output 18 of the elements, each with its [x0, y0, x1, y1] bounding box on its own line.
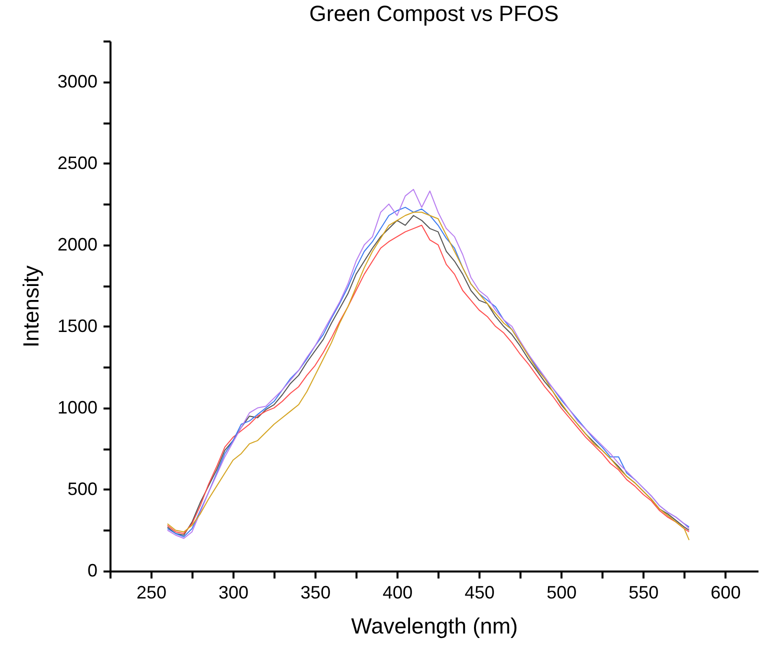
- y-axis-title: Intensity: [18, 266, 44, 348]
- y-tick-label: 0: [87, 560, 98, 580]
- x-tick-label: 300: [218, 582, 249, 602]
- y-tick-label: 2500: [57, 152, 98, 173]
- x-tick-label: 550: [628, 582, 659, 602]
- x-tick-label: 450: [464, 582, 495, 602]
- y-tick-label: 1500: [57, 316, 98, 336]
- chart-title: Green Compost vs PFOS: [309, 1, 559, 26]
- x-axis-title: Wavelength (nm): [351, 614, 518, 638]
- x-tick-label: 350: [300, 582, 331, 602]
- x-tick-label: 400: [382, 582, 413, 602]
- y-tick-label: 3000: [57, 71, 98, 92]
- y-tick-label: 1000: [57, 397, 98, 418]
- x-tick-label: 500: [546, 582, 577, 602]
- y-tick-label: 500: [67, 478, 98, 499]
- x-tick-label: 600: [710, 582, 741, 602]
- y-tick-label: 2000: [57, 234, 98, 254]
- x-tick-label: 250: [136, 582, 167, 602]
